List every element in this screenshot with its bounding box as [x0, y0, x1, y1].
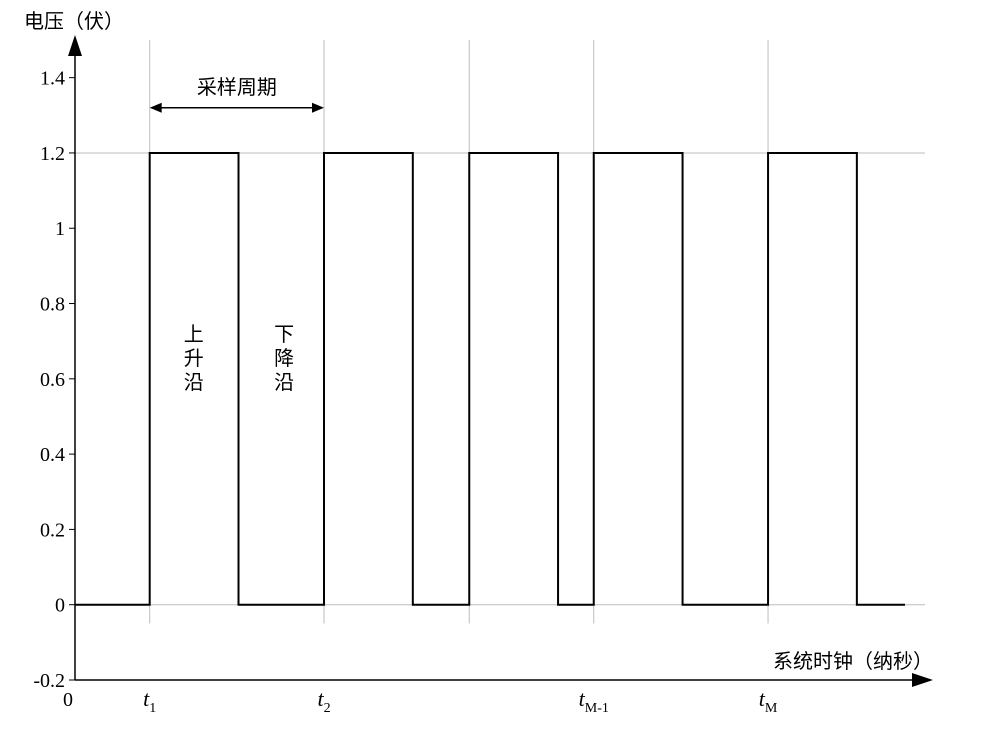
x-axis-arrow — [912, 673, 933, 687]
rising-edge-label-char: 沿 — [184, 372, 204, 394]
rising-edge-label-char: 上 — [184, 323, 204, 346]
y-tick-label: 0.4 — [40, 444, 65, 466]
y-tick-label: 1.2 — [40, 143, 65, 165]
x-origin-label: 0 — [63, 689, 73, 711]
sampling-period-label: 采样周期 — [197, 76, 277, 99]
y-axis-title: 电压（伏） — [24, 10, 124, 33]
x-tick-label: tM-1 — [579, 686, 609, 716]
falling-edge-label-char: 下 — [274, 324, 294, 346]
x-ticks: 0 t1 t2 tM-1 tM — [63, 686, 778, 716]
y-tick-label: 0.2 — [40, 519, 65, 541]
y-axis-arrow — [68, 35, 82, 56]
chart-container: -0.200.20.40.60.811.21.40t1t2tM-1tM电压（伏）… — [0, 0, 1000, 735]
sampling-period-annotation: 采样周期 — [150, 76, 324, 113]
clock-waveform-chart: -0.200.20.40.60.811.21.40t1t2tM-1tM电压（伏）… — [0, 0, 1000, 735]
y-tick-label: 0.6 — [40, 369, 65, 391]
y-tick-label: 1.4 — [40, 68, 65, 90]
y-tick-label: 0 — [55, 595, 65, 617]
y-tick-label: -0.2 — [33, 670, 65, 692]
x-tick-label: tM — [759, 686, 778, 716]
rising-edge-label-char: 升 — [184, 347, 204, 370]
falling-edge-label-char: 沿 — [274, 372, 294, 394]
x-tick-label: t2 — [317, 686, 330, 716]
y-tick-label: 1 — [55, 218, 65, 240]
falling-edge-label-char: 降 — [274, 347, 294, 370]
y-tick-label: 0.8 — [40, 294, 65, 316]
rising-edge-label: 上升沿 — [184, 323, 204, 394]
x-tick-label: t1 — [143, 686, 156, 716]
vertical-reference-lines — [150, 40, 768, 624]
x-axis-title: 系统时钟（纳秒） — [773, 650, 933, 673]
falling-edge-label: 下降沿 — [274, 324, 294, 394]
y-ticks: -0.2 0 0.2 0.4 0.6 0.8 1 1.2 1.4 — [33, 68, 75, 692]
